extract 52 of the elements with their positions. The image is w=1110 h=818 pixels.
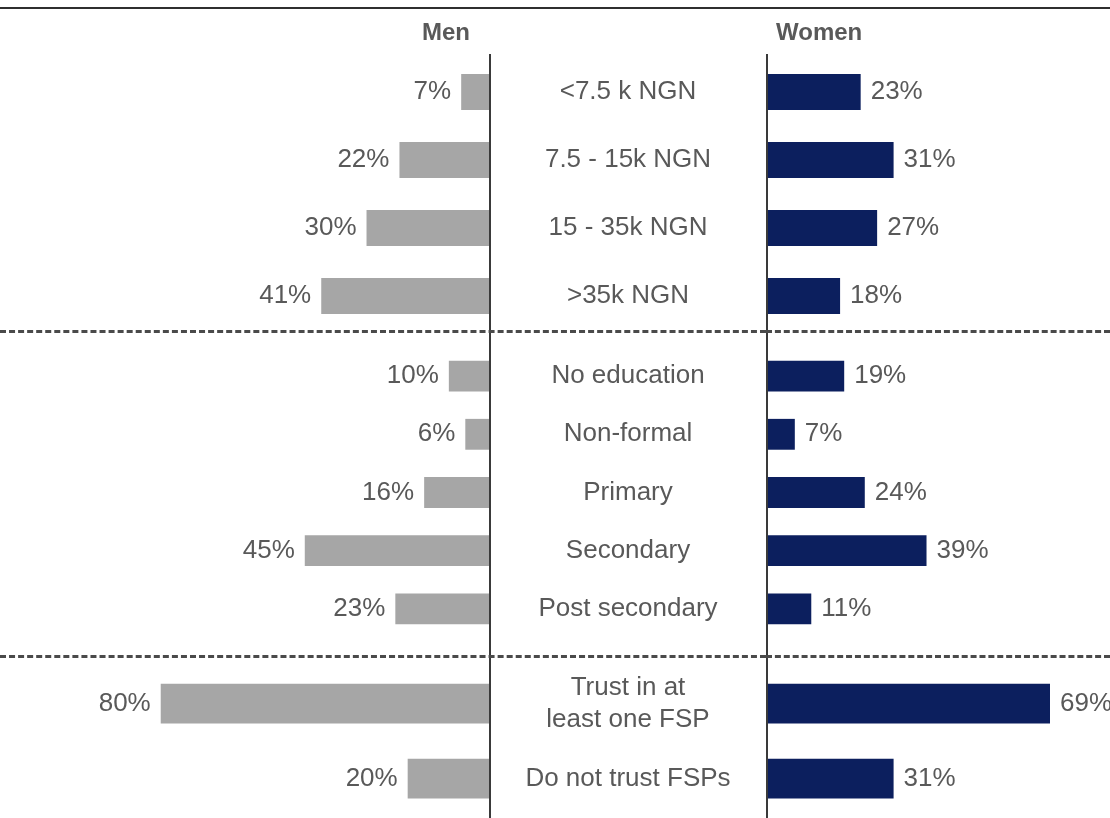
bar (366, 209, 490, 247)
data-label: 20% (345, 761, 398, 792)
data-label: 27% (887, 211, 940, 242)
bar (766, 418, 795, 450)
data-label: 16% (362, 475, 415, 506)
bar (465, 418, 490, 450)
data-label: 7% (413, 75, 452, 106)
data-label: 30% (304, 211, 357, 242)
data-label: 23% (870, 75, 923, 106)
data-label: 10% (386, 359, 439, 390)
y-tick-label: No education (551, 359, 705, 390)
y-tick-label: >35k NGN (566, 279, 690, 310)
data-label: 31% (903, 761, 956, 792)
bar (766, 360, 845, 392)
data-label: 39% (936, 533, 989, 564)
bar (766, 73, 861, 111)
bar (766, 209, 878, 247)
bar (424, 477, 490, 508)
series-label: Men (422, 17, 470, 45)
data-label: 6% (417, 417, 456, 448)
bar (448, 360, 490, 392)
y-tick-label: 15 - 35k NGN (548, 211, 708, 242)
data-label: 18% (850, 279, 903, 310)
bar (766, 593, 812, 625)
series-label: Women (776, 17, 863, 45)
bar (766, 535, 927, 567)
y-tick-label: Non-formal (563, 417, 693, 448)
bar (395, 593, 490, 625)
data-label: 23% (333, 592, 386, 623)
bar (399, 141, 490, 179)
y-tick-label: Do not trust FSPs (525, 761, 731, 792)
data-label: 22% (337, 143, 390, 174)
bar (461, 73, 490, 111)
data-label: 31% (903, 143, 956, 174)
data-label: 11% (821, 592, 872, 623)
data-label: 19% (854, 359, 907, 390)
y-tick-label: <7.5 k NGN (559, 75, 697, 106)
data-label: 41% (259, 279, 312, 310)
data-label: 7% (804, 417, 843, 448)
bar (304, 535, 490, 567)
data-label: 24% (874, 475, 927, 506)
bar (321, 277, 490, 315)
y-tick-label: Trust in at least one FSP (546, 670, 710, 733)
bar (766, 477, 865, 508)
y-tick-label: Secondary (565, 533, 691, 564)
bar (766, 141, 894, 179)
data-label: 80% (98, 686, 151, 717)
y-tick-label: 7.5 - 15k NGN (544, 143, 712, 174)
bar (766, 277, 841, 315)
y-tick-label: Primary (583, 475, 673, 506)
data-label: 45% (242, 533, 295, 564)
y-tick-label: Post secondary (538, 592, 718, 623)
